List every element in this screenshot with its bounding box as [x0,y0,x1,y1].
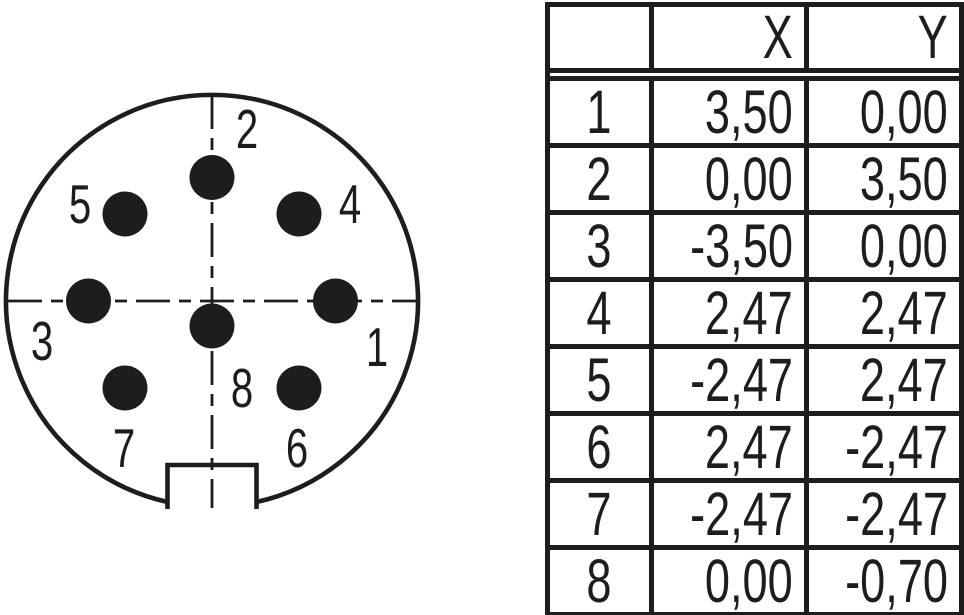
header-cell-y: Y [803,2,964,73]
cell-y: -2,47 [803,478,964,550]
cell-x: 2,47 [648,411,809,483]
pin-label-7: 7 [113,418,135,480]
cell-value: 3 [586,212,613,280]
cell-value: 0,00 [860,212,948,280]
cell-y: 3,50 [803,143,964,215]
cell-x: -2,47 [648,478,809,550]
header-cell-pin [545,2,654,73]
pin-dot-4 [276,191,322,237]
table-header-row: X Y [545,2,964,73]
cell-value: 2,47 [860,279,948,347]
cell-value: 4 [586,279,613,347]
pin-dot-3 [66,278,111,324]
cell-value: 2 [586,145,613,213]
cell-value: -2,47 [845,413,948,481]
pin-dot-7 [102,365,148,411]
cell-value: -3,50 [690,212,793,280]
coordinate-table: X Y 1 3,50 0,00 2 0,00 3,50 3 -3,50 0,00 [545,2,964,615]
cell-pin: 5 [545,344,654,416]
cell-value: 3,50 [860,145,948,213]
header-label: Y [917,4,948,71]
cell-y: 2,47 [803,344,964,416]
pin-label-8: 8 [231,358,253,420]
cell-value: 8 [586,547,613,615]
cell-value: 1 [586,78,613,146]
cell-y: 0,00 [803,210,964,282]
cell-value: 0,00 [705,547,793,615]
cell-value: 7 [586,480,613,548]
cell-pin: 8 [545,545,654,615]
cell-pin: 7 [545,478,654,550]
pin-label-1: 1 [366,317,388,379]
pin-dot-1 [313,278,358,324]
cell-y: -0,70 [803,545,964,615]
cell-pin: 2 [545,143,654,215]
table-row-pin-2: 2 0,00 3,50 [545,143,964,215]
cell-x: 2,47 [648,277,809,349]
cell-value: 6 [586,413,613,481]
table-row-pin-8: 8 0,00 -0,70 [545,545,964,615]
pin-dot-5 [102,191,148,237]
cell-value: 2,47 [705,279,793,347]
cell-value: 2,47 [860,346,948,414]
cell-x: -3,50 [648,210,809,282]
cell-x: 0,00 [648,143,809,215]
cell-value: -2,47 [845,480,948,548]
pin-label-2: 2 [236,99,258,161]
pin-label-5: 5 [69,174,91,236]
cell-value: 0,00 [860,78,948,146]
connector-diagram: 2 5 4 3 1 8 7 6 [3,92,421,509]
cell-value: -2,47 [690,480,793,548]
cell-y: 2,47 [803,277,964,349]
pin-label-3: 3 [31,311,53,373]
header-label: X [762,4,793,71]
cell-value: -0,70 [845,547,948,615]
header-double-rule [545,68,964,80]
table-row-pin-5: 5 -2,47 2,47 [545,344,964,416]
table-row-pin-7: 7 -2,47 -2,47 [545,478,964,550]
cell-pin: 4 [545,277,654,349]
pin-dot-6 [276,365,322,411]
cell-y: 0,00 [803,76,964,148]
cell-pin: 1 [545,76,654,148]
table-row-pin-6: 6 2,47 -2,47 [545,411,964,483]
cell-value: 2,47 [705,413,793,481]
table-row-pin-3: 3 -3,50 0,00 [545,210,964,282]
cell-x: 0,00 [648,545,809,615]
cell-x: -2,47 [648,344,809,416]
cell-value: 3,50 [705,78,793,146]
cell-pin: 3 [545,210,654,282]
header-cell-x: X [648,2,809,73]
pin-dot-8 [189,303,235,349]
pin-dot-2 [189,155,235,200]
pin-label-4: 4 [339,174,361,236]
cell-y: -2,47 [803,411,964,483]
cell-value: 5 [586,346,613,414]
table-row-pin-1: 1 3,50 0,00 [545,76,964,148]
cell-value: 0,00 [705,145,793,213]
connector-shell-outline [3,92,421,505]
cell-x: 3,50 [648,76,809,148]
pin-label-6: 6 [286,418,308,480]
cell-pin: 6 [545,411,654,483]
cell-value: -2,47 [690,346,793,414]
table-row-pin-4: 4 2,47 2,47 [545,277,964,349]
